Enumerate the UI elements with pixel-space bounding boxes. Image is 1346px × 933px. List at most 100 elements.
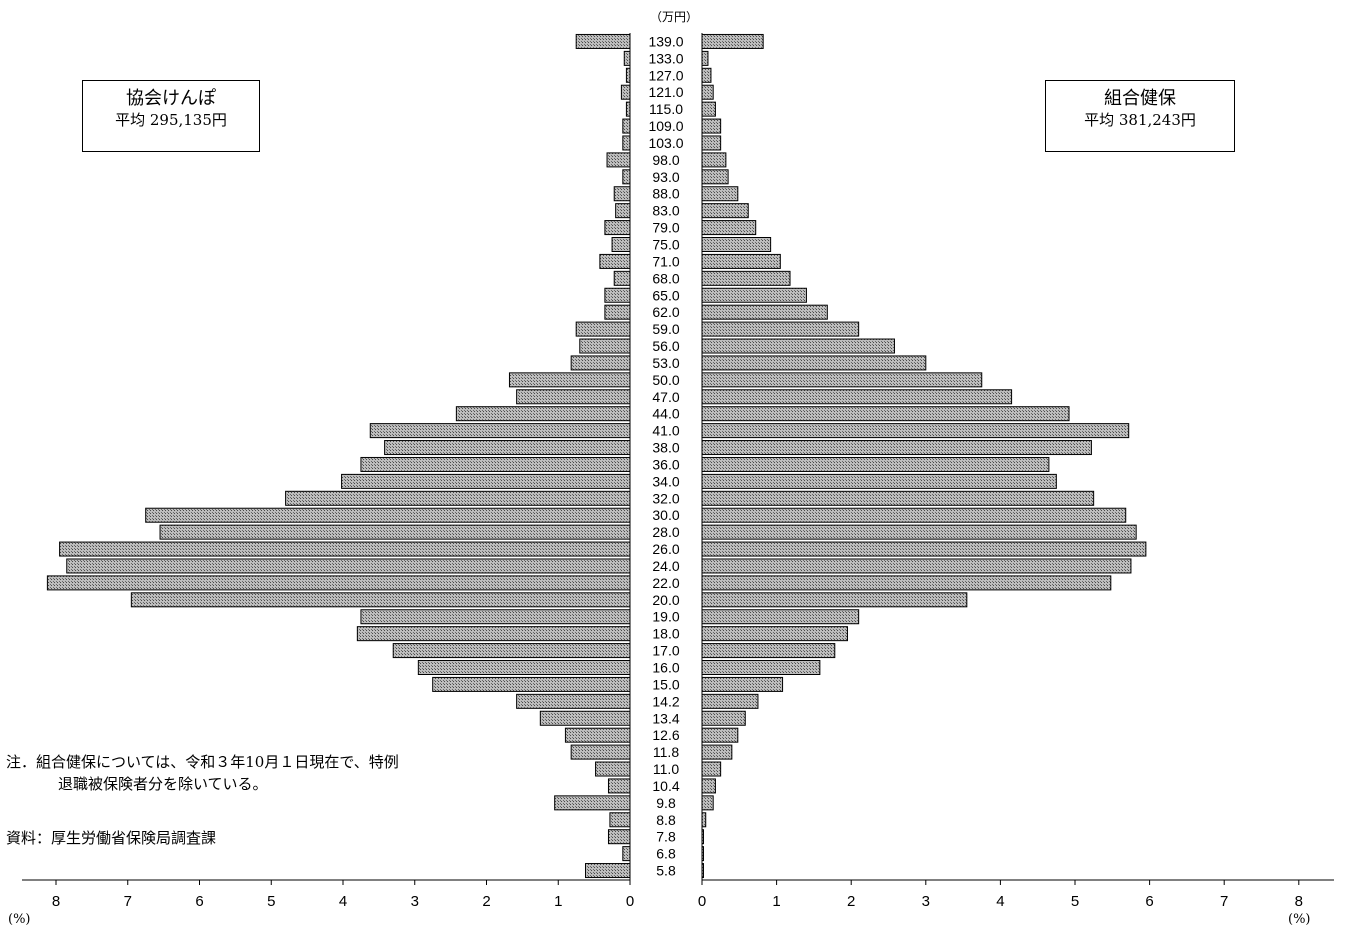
- income-category-label: 13.4: [652, 710, 679, 726]
- income-category-label: 50.0: [652, 372, 679, 388]
- kumiai-bar: [701, 270, 791, 286]
- income-category-label: 28.0: [652, 524, 679, 540]
- kyokai-bar: [341, 473, 631, 489]
- left-axis-tick-label: 8: [52, 893, 60, 910]
- income-category-label: 24.0: [652, 558, 679, 574]
- kumiai-bar: [701, 812, 707, 828]
- kyokai-kenpo-title: 協会けんぽ: [126, 88, 216, 109]
- kyokai-bar: [607, 829, 631, 845]
- kyokai-bar: [615, 203, 631, 219]
- income-category-label: 30.0: [652, 507, 679, 523]
- left-axis-tick-label: 6: [195, 893, 203, 910]
- income-category-label: 62.0: [652, 304, 679, 320]
- kyokai-bar: [622, 118, 631, 134]
- kumiai-bar: [701, 676, 784, 692]
- income-category-label: 68.0: [652, 270, 679, 286]
- income-category-label: 12.6: [652, 727, 679, 743]
- income-category-label: 34.0: [652, 473, 679, 489]
- kyokai-bar: [360, 456, 631, 472]
- income-category-label: 22.0: [652, 575, 679, 591]
- kyokai-bar: [360, 609, 631, 625]
- income-category-label: 75.0: [652, 237, 679, 253]
- right-axis-tick-label: 2: [847, 893, 855, 910]
- kumiai-bar: [701, 744, 733, 760]
- left-axis-tick-label: 2: [482, 893, 490, 910]
- kumiai-bar: [701, 372, 983, 388]
- income-category-label: 11.8: [653, 744, 679, 760]
- kumiai-bar: [701, 575, 1112, 591]
- kumiai-bar: [701, 473, 1057, 489]
- kyokai-bar: [392, 643, 631, 659]
- kyokai-bar: [579, 338, 631, 354]
- income-category-label: 133.0: [648, 50, 683, 66]
- kyokai-bar: [369, 423, 631, 439]
- kyokai-bar: [606, 152, 631, 168]
- kumiai-bar: [701, 524, 1137, 540]
- right-axis-tick-label: 1: [772, 893, 780, 910]
- kumiai-bar: [701, 118, 722, 134]
- income-category-label: 17.0: [652, 643, 679, 659]
- kumiai-bar: [701, 50, 709, 66]
- income-category-label: 109.0: [648, 118, 683, 134]
- kumiai-bar: [701, 287, 807, 303]
- income-category-label: 15.0: [652, 676, 679, 692]
- footnote-line-1: 注．組合健保については、令和３年10月１日現在で、特例: [6, 753, 399, 771]
- kyokai-bar: [622, 135, 631, 151]
- income-category-label: 56.0: [652, 338, 679, 354]
- income-category-label: 115.0: [649, 101, 683, 117]
- income-category-label: 93.0: [652, 169, 679, 185]
- kyokai-bar: [356, 626, 631, 642]
- kyokai-bar: [611, 237, 631, 252]
- unit-label: （万円）: [650, 10, 699, 24]
- left-axis-tick-label: 3: [411, 893, 419, 910]
- kyokai-kenpo-bars: [46, 33, 631, 879]
- right-axis-tick-label: 0: [698, 893, 706, 910]
- kyokai-bar: [607, 778, 631, 794]
- income-category-label: 71.0: [652, 253, 679, 269]
- income-category-label: 9.8: [656, 795, 676, 811]
- kumiai-bar: [701, 253, 781, 269]
- income-category-label: 103.0: [648, 135, 683, 151]
- income-category-label: 127.0: [648, 67, 683, 83]
- kumiai-bar: [701, 710, 746, 726]
- kyokai-bar: [417, 660, 631, 675]
- kumiai-bar: [701, 338, 895, 354]
- kyokai-bar: [59, 541, 631, 557]
- kyokai-bar: [508, 372, 631, 388]
- kyokai-bar: [564, 727, 631, 743]
- kyokai-bar: [625, 101, 631, 117]
- kumiai-bar: [701, 795, 714, 811]
- income-category-label: 6.8: [656, 846, 676, 862]
- kumiai-bar: [701, 389, 1013, 405]
- kyokai-kenpo-legend-box: 協会けんぽ 平均 295,135円: [82, 80, 260, 152]
- income-category-label: 121.0: [648, 84, 683, 100]
- income-category-label: 53.0: [652, 355, 679, 371]
- left-axis-tick-label: 7: [124, 893, 132, 910]
- source-note: 資料：厚生労働省保険局調査課: [6, 829, 217, 847]
- kyokai-bar: [623, 50, 631, 66]
- kyokai-bar: [539, 710, 631, 726]
- income-category-label: 98.0: [652, 152, 679, 168]
- kumiai-bar: [701, 423, 1130, 439]
- kyokai-bar: [570, 355, 631, 371]
- income-category-label: 8.8: [656, 812, 676, 828]
- kumiai-bar: [701, 135, 722, 151]
- kyokai-bar: [516, 693, 631, 709]
- kumiai-kenpo-legend-box: 組合健保 平均 381,243円: [1045, 80, 1235, 152]
- kumiai-bar: [701, 440, 1092, 456]
- kyokai-kenpo-average: 平均 295,135円: [115, 111, 227, 129]
- kumiai-bar: [701, 220, 757, 236]
- kyokai-bar: [585, 863, 631, 879]
- kyokai-bar: [622, 846, 631, 862]
- kyokai-bar: [384, 440, 631, 456]
- income-category-label: 32.0: [652, 490, 679, 506]
- right-axis-tick-label: 3: [922, 893, 930, 910]
- kyokai-bar: [570, 744, 631, 760]
- right-axis-tick-label: 8: [1295, 893, 1303, 910]
- kyokai-bar: [432, 676, 631, 692]
- kyokai-bar: [554, 795, 631, 811]
- income-category-label: 11.0: [653, 761, 679, 777]
- kumiai-bar: [701, 152, 727, 168]
- kyokai-bar: [609, 812, 631, 828]
